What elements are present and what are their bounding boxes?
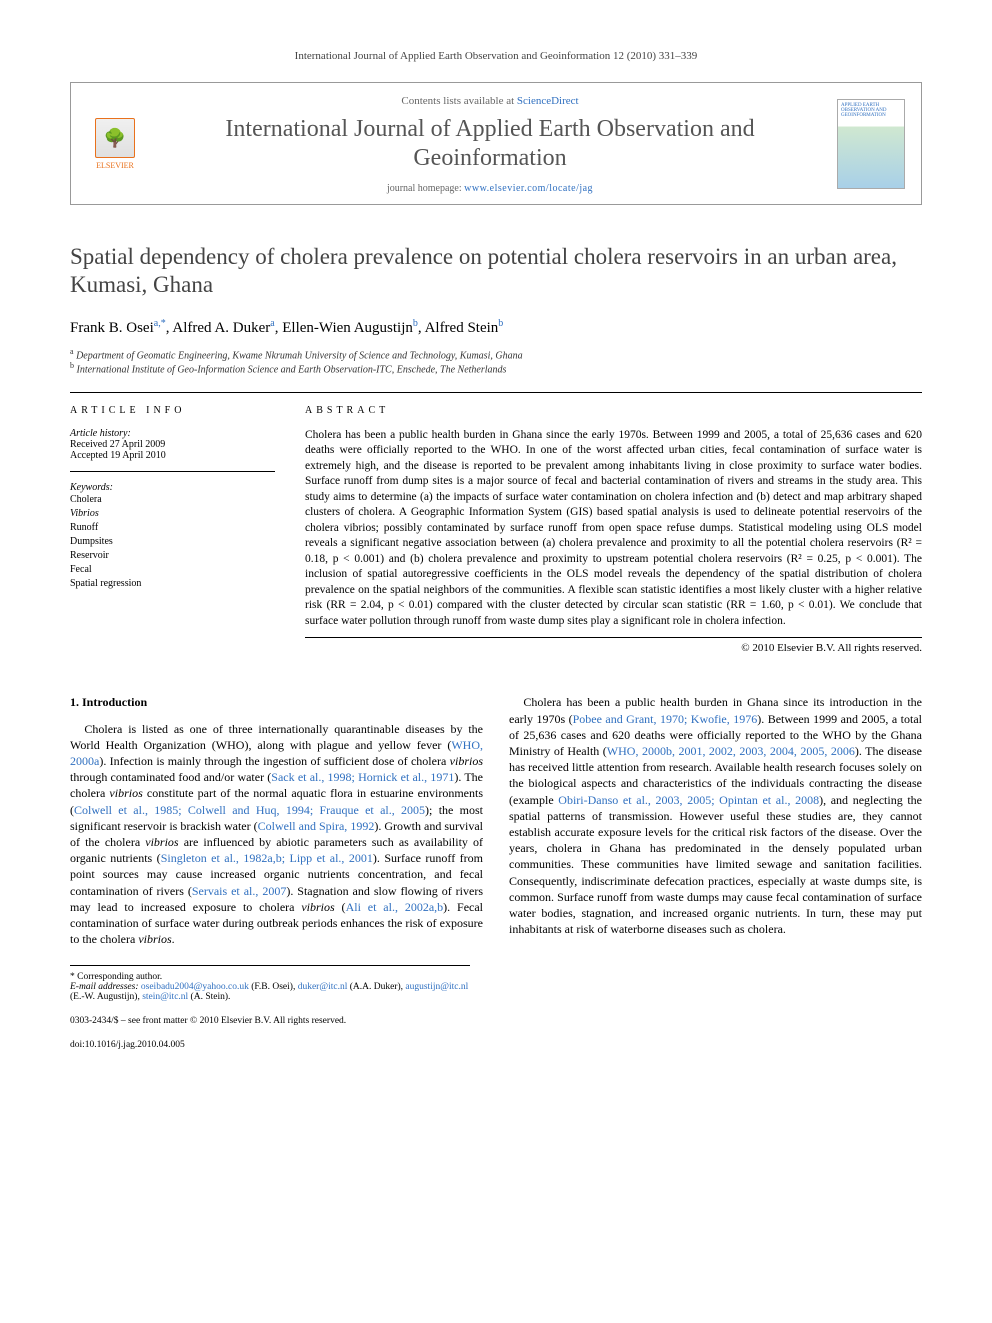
journal-cover-thumbnail: APPLIED EARTH OBSERVATION AND GEOINFORMA… [837, 99, 905, 189]
masthead: 🌳 ELSEVIER Contents lists available at S… [70, 82, 922, 205]
citation-link[interactable]: Colwell and Spira, 1992 [258, 819, 375, 833]
body-text: 1. Introduction Cholera is listed as one… [70, 694, 922, 947]
abstract-copyright: © 2010 Elsevier B.V. All rights reserved… [305, 642, 922, 654]
journal-homepage-line: journal homepage: www.elsevier.com/locat… [159, 183, 821, 194]
keyword: Fecal [70, 563, 275, 577]
keyword: Vibrios [70, 507, 275, 521]
section-heading-intro: 1. Introduction [70, 694, 483, 710]
author-aff-mark: b [413, 318, 418, 329]
article-info-sidebar: article info Article history: Received 2… [70, 393, 275, 655]
abstract-heading: abstract [305, 405, 922, 416]
author: Alfred A. Duker [172, 320, 270, 336]
footnotes: * Corresponding author. E-mail addresses… [70, 965, 470, 1002]
author: Ellen-Wien Augustijn [282, 320, 413, 336]
affiliation: b International Institute of Geo-Informa… [70, 361, 922, 375]
contents-available-line: Contents lists available at ScienceDirec… [159, 95, 821, 107]
elsevier-logo: 🌳 ELSEVIER [87, 109, 143, 179]
keywords-label: Keywords: [70, 482, 275, 493]
affiliations: a Department of Geomatic Engineering, Kw… [70, 347, 922, 376]
keyword: Runoff [70, 521, 275, 535]
keyword: Spatial regression [70, 577, 275, 591]
abstract-text: Cholera has been a public health burden … [305, 428, 922, 639]
citation-link[interactable]: Ali et al., 2002a,b [346, 900, 444, 914]
author: Frank B. Osei [70, 320, 154, 336]
citation-link[interactable]: Obiri-Danso et al., 2003, 2005; Opintan … [558, 793, 819, 807]
author-list: Frank B. Oseia,*, Alfred A. Dukera, Elle… [70, 318, 922, 337]
journal-name: International Journal of Applied Earth O… [159, 115, 821, 173]
received-date: Received 27 April 2009 [70, 439, 275, 450]
body-paragraph: Cholera has been a public health burden … [509, 694, 922, 937]
running-header: International Journal of Applied Earth O… [70, 50, 922, 62]
history-label: Article history: [70, 428, 275, 439]
issn-copyright-line: 0303-2434/$ – see front matter © 2010 El… [70, 1016, 922, 1026]
article-history-block: Article history: Received 27 April 2009 … [70, 428, 275, 472]
email-link[interactable]: augustijn@itc.nl [405, 982, 468, 992]
keyword: Dumpsites [70, 535, 275, 549]
citation-link[interactable]: WHO, 2000a [70, 738, 483, 768]
citation-link[interactable]: Sack et al., 1998; Hornick et al., 1971 [271, 770, 454, 784]
author-aff-mark: a,* [154, 318, 166, 329]
citation-link[interactable]: Colwell et al., 1985; Colwell and Huq, 1… [74, 803, 425, 817]
elsevier-tree-icon: 🌳 [95, 118, 135, 158]
emails-label: E-mail addresses: [70, 982, 141, 992]
contents-pre: Contents lists available at [401, 95, 516, 107]
author-aff-mark: b [498, 318, 503, 329]
publisher-name: ELSEVIER [96, 161, 134, 170]
article-title: Spatial dependency of cholera prevalence… [70, 243, 922, 301]
corresponding-author-note: * Corresponding author. [70, 972, 470, 982]
homepage-label: journal homepage: [387, 183, 464, 194]
email-link[interactable]: duker@itc.nl [298, 982, 348, 992]
accepted-date: Accepted 19 April 2010 [70, 450, 275, 461]
citation-link[interactable]: Servais et al., 2007 [192, 884, 287, 898]
author-aff-mark: a [270, 318, 274, 329]
affiliation: a Department of Geomatic Engineering, Kw… [70, 347, 922, 361]
journal-homepage-url[interactable]: www.elsevier.com/locate/jag [464, 183, 593, 194]
citation-link[interactable]: Singleton et al., 1982a,b; Lipp et al., … [161, 851, 373, 865]
email-link[interactable]: stein@itc.nl [142, 992, 188, 1002]
article-info-heading: article info [70, 405, 275, 416]
doi-line: doi:10.1016/j.jag.2010.04.005 [70, 1040, 922, 1050]
author: Alfred Stein [425, 320, 499, 336]
abstract-column: abstract Cholera has been a public healt… [305, 393, 922, 655]
sciencedirect-link[interactable]: ScienceDirect [517, 95, 579, 107]
email-addresses: E-mail addresses: oseibadu2004@yahoo.co.… [70, 982, 470, 1002]
keyword: Cholera [70, 493, 275, 507]
keyword: Reservoir [70, 549, 275, 563]
citation-link[interactable]: WHO, 2000b, 2001, 2002, 2003, 2004, 2005… [607, 744, 855, 758]
citation-link[interactable]: Pobee and Grant, 1970; Kwofie, 1976 [573, 712, 758, 726]
email-link[interactable]: oseibadu2004@yahoo.co.uk [141, 982, 249, 992]
keywords-block: Keywords: Cholera Vibrios Runoff Dumpsit… [70, 482, 275, 601]
body-paragraph: Cholera is listed as one of three intern… [70, 721, 483, 948]
